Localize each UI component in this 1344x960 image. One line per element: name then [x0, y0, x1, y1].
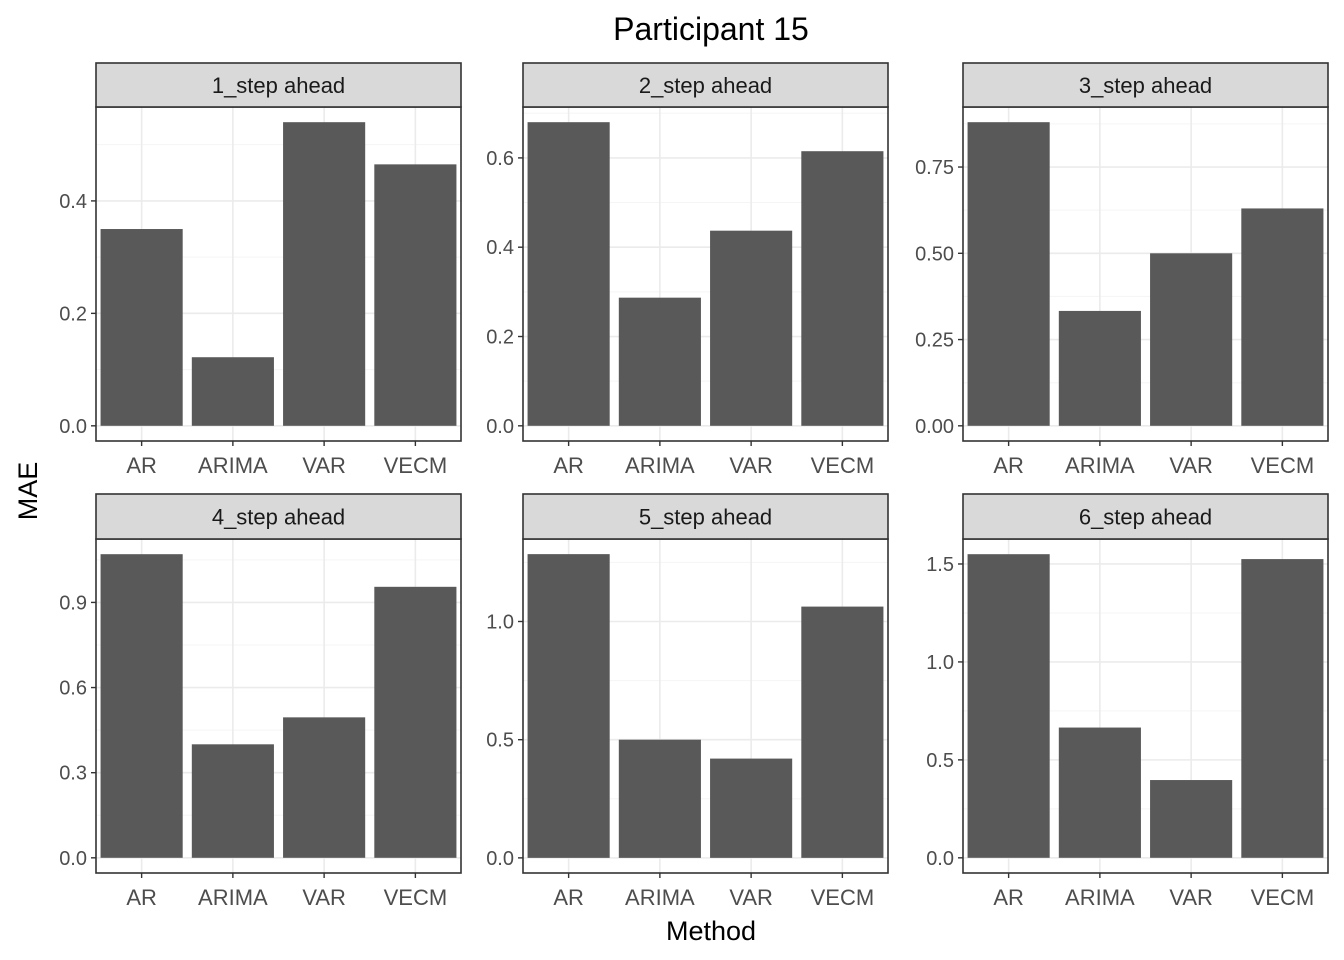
bar-arima — [618, 297, 701, 426]
bar-var — [283, 122, 366, 426]
y-tick-label: 0.6 — [486, 148, 514, 170]
x-tick-label: VECM — [1251, 453, 1315, 478]
x-tick-label: ARIMA — [198, 453, 268, 478]
y-tick-label: 0.2 — [59, 303, 87, 325]
facet-panel-2: 2_step ahead 0.0 0.2 0.4 0.6 AR ARIMA VAR VECM — [486, 62, 889, 478]
y-tick-label: 0.2 — [486, 327, 514, 349]
x-tick-label: VECM — [1251, 885, 1315, 910]
bar-arima — [191, 357, 274, 426]
bar-var — [710, 230, 793, 426]
bar-ar — [527, 554, 610, 858]
facet-panel-4: 4_step ahead 0.0 0.3 0.6 0.9 AR ARIMA VAR VECM — [59, 493, 462, 910]
bar-ar — [100, 554, 183, 858]
facet-strip — [95, 62, 462, 108]
facet-strip — [95, 493, 462, 540]
x-tick-label: VAR — [1169, 453, 1213, 478]
x-tick-label: AR — [553, 453, 584, 478]
x-tick-label: VECM — [384, 885, 448, 910]
y-tick-label: 0.25 — [915, 330, 954, 352]
facet-strip-label: 2_step ahead — [639, 73, 772, 98]
x-tick-label: AR — [126, 453, 157, 478]
facet-panel-3: 3_step ahead 0.00 0.25 0.50 0.75 AR ARIMA VAR VE… — [915, 62, 1329, 478]
x-tick-label: ARIMA — [198, 885, 268, 910]
bar-var — [283, 717, 366, 858]
bar-vecm — [801, 606, 884, 858]
y-tick-label: 0.4 — [486, 237, 514, 259]
facet-strip-label: 3_step ahead — [1079, 73, 1212, 98]
y-tick-label: 0.50 — [915, 243, 954, 265]
y-tick-label: 0.5 — [926, 750, 954, 772]
y-tick-label: 0.75 — [915, 157, 954, 179]
bar-arima — [191, 744, 274, 858]
bar-ar — [967, 554, 1050, 858]
chart-title: Participant 15 — [613, 11, 809, 47]
y-tick-label: 1.5 — [926, 554, 954, 576]
facet-strip — [962, 62, 1329, 108]
y-tick-label: 0.0 — [926, 848, 954, 870]
facet-strip — [522, 62, 889, 108]
y-tick-label: 0.0 — [59, 416, 87, 438]
x-tick-label: VAR — [302, 885, 346, 910]
bar-vecm — [1241, 559, 1324, 858]
facet-strip-label: 6_step ahead — [1079, 505, 1212, 530]
bar-vecm — [374, 586, 457, 858]
bar-ar — [100, 229, 183, 426]
y-tick-label: 1.0 — [926, 652, 954, 674]
y-tick-label: 0.4 — [59, 191, 87, 213]
x-tick-label: VAR — [1169, 885, 1213, 910]
y-tick-label: 0.0 — [486, 416, 514, 438]
x-tick-label: AR — [993, 453, 1024, 478]
facet-panel-1: 1_step ahead 0.0 0.2 0.4 AR ARIMA VAR VECM — [59, 62, 462, 478]
facet-strip-label: 4_step ahead — [212, 505, 345, 530]
facet-strip — [522, 493, 889, 540]
x-tick-label: ARIMA — [1065, 453, 1135, 478]
bar-ar — [967, 122, 1050, 426]
y-tick-label: 0.0 — [486, 848, 514, 870]
x-tick-label: VAR — [729, 453, 773, 478]
x-tick-label: VAR — [302, 453, 346, 478]
facet-strip — [962, 493, 1329, 540]
y-tick-label: 0.0 — [59, 848, 87, 870]
x-tick-label: ARIMA — [625, 885, 695, 910]
bar-var — [710, 758, 793, 858]
y-axis-title: MAE — [13, 462, 43, 521]
facet-strip-label: 1_step ahead — [212, 73, 345, 98]
bar-arima — [1058, 727, 1141, 858]
facet-panel-6: 6_step ahead 0.0 0.5 1.0 1.5 AR ARIMA VAR VECM — [926, 493, 1329, 910]
bar-arima — [618, 739, 701, 858]
facet-panel-5: 5_step ahead 0.0 0.5 1.0 AR ARIMA VAR VECM — [486, 493, 889, 910]
bar-vecm — [801, 151, 884, 426]
x-tick-label: VECM — [811, 885, 875, 910]
y-tick-label: 0.5 — [486, 730, 514, 752]
x-axis-title: Method — [666, 916, 756, 946]
bar-vecm — [374, 164, 457, 426]
y-tick-label: 0.6 — [59, 678, 87, 700]
bar-var — [1150, 253, 1233, 426]
facet-strip-label: 5_step ahead — [639, 505, 772, 530]
bar-var — [1150, 780, 1233, 858]
x-tick-label: AR — [553, 885, 584, 910]
x-tick-label: VECM — [384, 453, 448, 478]
x-tick-label: VAR — [729, 885, 773, 910]
bar-vecm — [1241, 208, 1324, 426]
x-tick-label: VECM — [811, 453, 875, 478]
y-tick-label: 0.3 — [59, 763, 87, 785]
bar-ar — [527, 122, 610, 426]
y-tick-label: 0.00 — [915, 416, 954, 438]
x-tick-label: ARIMA — [625, 453, 695, 478]
bar-arima — [1058, 310, 1141, 426]
x-tick-label: AR — [126, 885, 157, 910]
x-tick-label: ARIMA — [1065, 885, 1135, 910]
y-tick-label: 1.0 — [486, 611, 514, 633]
y-tick-label: 0.9 — [59, 592, 87, 614]
x-tick-label: AR — [993, 885, 1024, 910]
